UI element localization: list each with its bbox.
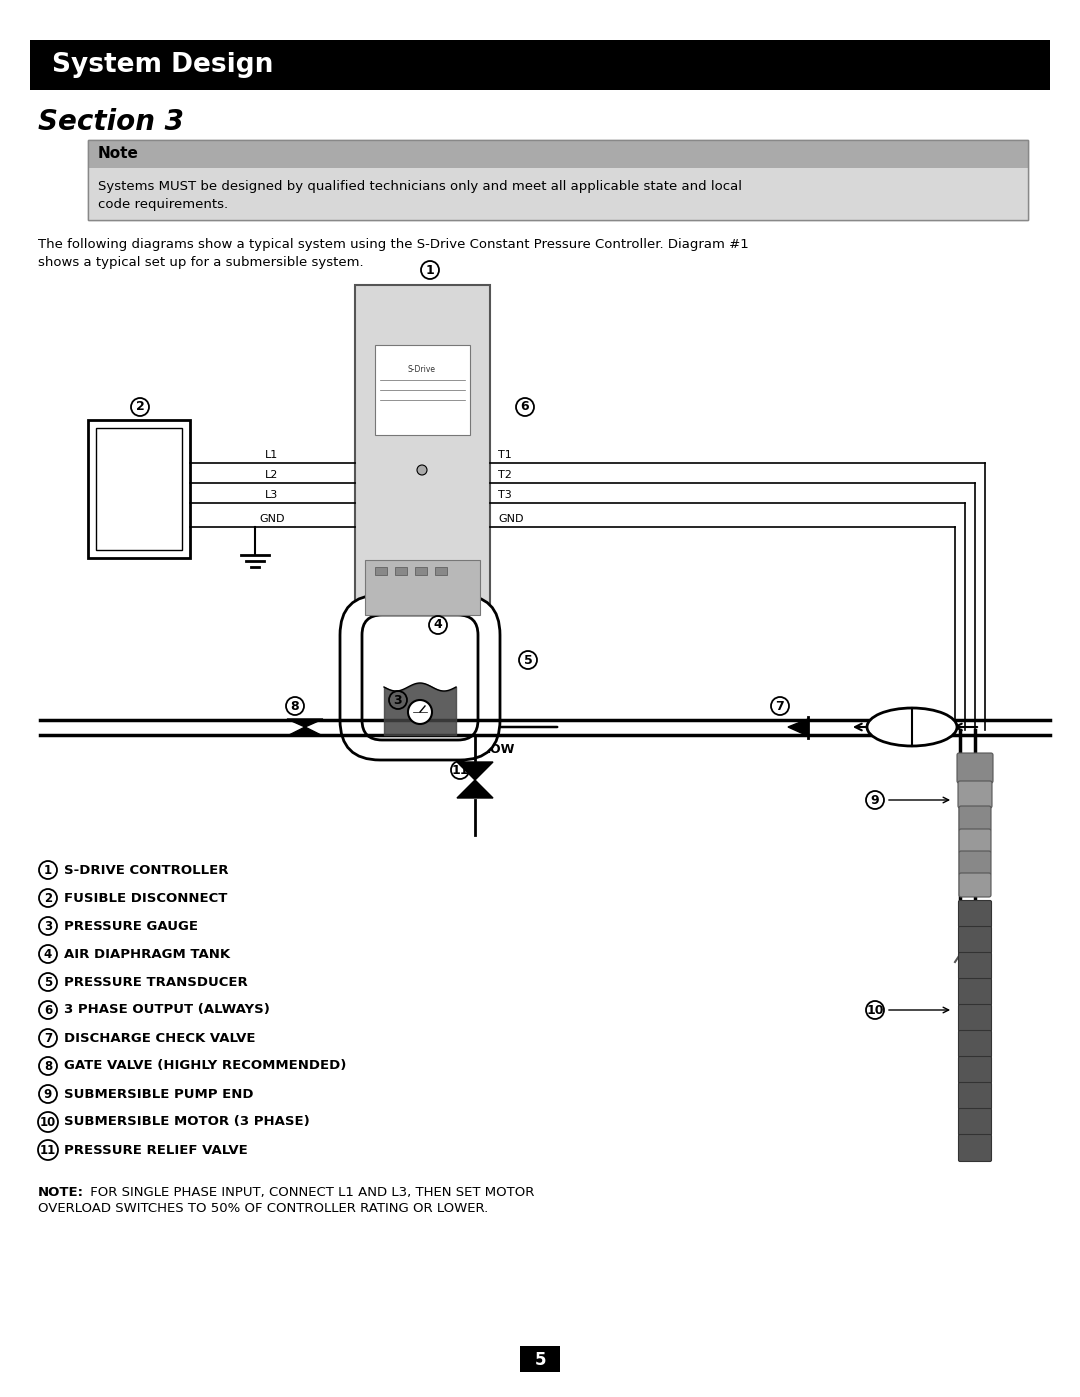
Text: GND: GND (498, 514, 524, 524)
Text: 5: 5 (44, 975, 52, 989)
FancyBboxPatch shape (959, 851, 991, 875)
Text: 2: 2 (136, 401, 145, 414)
Text: S-DRIVE CONTROLLER: S-DRIVE CONTROLLER (64, 863, 229, 876)
Text: 9: 9 (44, 1087, 52, 1101)
Text: 9: 9 (870, 793, 879, 806)
Text: L1: L1 (266, 450, 279, 460)
Bar (87, 140, 1028, 219)
Text: 11: 11 (451, 764, 469, 777)
Text: SUBMERSIBLE PUMP END: SUBMERSIBLE PUMP END (64, 1087, 254, 1101)
Text: 7: 7 (775, 700, 784, 712)
Bar (365, 560, 480, 615)
FancyBboxPatch shape (957, 753, 993, 782)
FancyBboxPatch shape (959, 806, 991, 831)
Bar (519, 1345, 561, 1372)
Polygon shape (287, 726, 323, 736)
Text: 8: 8 (44, 1059, 52, 1073)
Polygon shape (457, 780, 492, 798)
Bar (30, 41, 1050, 89)
Bar (375, 567, 387, 576)
Bar (375, 345, 470, 434)
Text: The following diagrams show a typical system using the S-Drive Constant Pressure: The following diagrams show a typical sy… (38, 237, 748, 270)
Text: 3: 3 (44, 919, 52, 933)
Text: S-Drive: S-Drive (408, 365, 436, 374)
Text: 8: 8 (291, 700, 299, 712)
Text: T2: T2 (498, 469, 512, 481)
Bar (87, 420, 190, 557)
Bar (87, 140, 1028, 168)
Text: PRESSURE RELIEF VALVE: PRESSURE RELIEF VALVE (64, 1144, 247, 1157)
FancyBboxPatch shape (959, 978, 991, 1006)
Text: 1: 1 (44, 863, 52, 876)
Text: NOTE:: NOTE: (38, 1186, 84, 1199)
Text: 6: 6 (44, 1003, 52, 1017)
FancyBboxPatch shape (959, 828, 991, 854)
Text: Systems MUST be designed by qualified technicians only and meet all applicable s: Systems MUST be designed by qualified te… (98, 180, 742, 211)
FancyBboxPatch shape (959, 953, 991, 979)
Text: OVERLOAD SWITCHES TO 50% OF CONTROLLER RATING OR LOWER.: OVERLOAD SWITCHES TO 50% OF CONTROLLER R… (38, 1201, 488, 1215)
Polygon shape (457, 761, 492, 780)
Text: 1: 1 (426, 264, 434, 277)
Circle shape (417, 465, 427, 475)
Polygon shape (287, 719, 323, 726)
Text: 4: 4 (44, 947, 52, 961)
Text: SUBMERSIBLE MOTOR (3 PHASE): SUBMERSIBLE MOTOR (3 PHASE) (64, 1115, 310, 1129)
Circle shape (408, 700, 432, 724)
Text: 4: 4 (434, 619, 443, 631)
FancyBboxPatch shape (959, 926, 991, 954)
Text: 11: 11 (40, 1144, 56, 1157)
Text: PRESSURE GAUGE: PRESSURE GAUGE (64, 919, 198, 933)
Text: 3 PHASE OUTPUT (ALWAYS): 3 PHASE OUTPUT (ALWAYS) (64, 1003, 270, 1017)
Text: System Design: System Design (52, 52, 273, 78)
FancyBboxPatch shape (362, 615, 478, 740)
Text: L2: L2 (266, 469, 279, 481)
Text: GND: GND (259, 514, 285, 524)
Bar (395, 567, 407, 576)
Bar (415, 567, 427, 576)
Text: 10: 10 (866, 1003, 883, 1017)
Bar (435, 567, 447, 576)
Text: 10: 10 (40, 1115, 56, 1129)
Text: 2: 2 (44, 891, 52, 904)
Text: 3: 3 (394, 693, 403, 707)
Text: T3: T3 (498, 490, 512, 500)
Bar (355, 285, 490, 624)
Text: DISCHARGE CHECK VALVE: DISCHARGE CHECK VALVE (64, 1031, 256, 1045)
Text: Note: Note (98, 147, 139, 162)
FancyBboxPatch shape (959, 1083, 991, 1109)
FancyBboxPatch shape (340, 595, 500, 760)
Text: 7: 7 (44, 1031, 52, 1045)
Text: 5: 5 (535, 1351, 545, 1369)
Bar (96, 427, 183, 550)
Text: PRESSURE TRANSDUCER: PRESSURE TRANSDUCER (64, 975, 247, 989)
FancyBboxPatch shape (959, 1108, 991, 1136)
Text: 6: 6 (521, 401, 529, 414)
Text: FUSIBLE DISCONNECT: FUSIBLE DISCONNECT (64, 891, 228, 904)
Text: FLOW: FLOW (475, 743, 515, 756)
FancyBboxPatch shape (959, 1134, 991, 1161)
Text: L3: L3 (266, 490, 279, 500)
Text: AIR DIAPHRAGM TANK: AIR DIAPHRAGM TANK (64, 947, 230, 961)
Text: 5: 5 (524, 654, 532, 666)
FancyBboxPatch shape (959, 1031, 991, 1058)
FancyBboxPatch shape (959, 873, 991, 897)
FancyBboxPatch shape (959, 1056, 991, 1084)
Ellipse shape (867, 708, 957, 746)
Text: Section 3: Section 3 (38, 108, 184, 136)
FancyBboxPatch shape (959, 901, 991, 928)
Text: T1: T1 (498, 450, 512, 460)
FancyBboxPatch shape (958, 781, 993, 807)
Polygon shape (788, 719, 808, 736)
Bar (87, 140, 1028, 219)
Text: FOR SINGLE PHASE INPUT, CONNECT L1 AND L3, THEN SET MOTOR: FOR SINGLE PHASE INPUT, CONNECT L1 AND L… (86, 1186, 535, 1199)
Bar (87, 168, 1028, 219)
FancyBboxPatch shape (959, 1004, 991, 1031)
Text: GATE VALVE (HIGHLY RECOMMENDED): GATE VALVE (HIGHLY RECOMMENDED) (64, 1059, 347, 1073)
